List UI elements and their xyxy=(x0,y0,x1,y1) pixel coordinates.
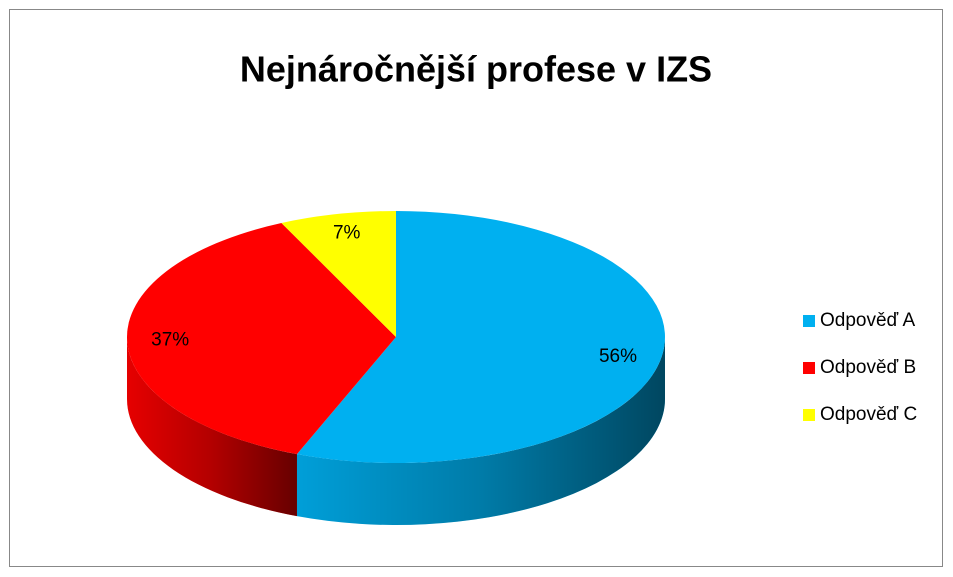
legend-label: Odpověď C xyxy=(820,404,917,425)
legend: Odpověď A Odpověď B Odpověď C xyxy=(803,310,917,425)
legend-label: Odpověď A xyxy=(820,310,915,331)
chart-title: Nejnáročnější profese v IZS xyxy=(240,49,712,90)
data-label: 56% xyxy=(599,346,637,367)
legend-swatch xyxy=(803,362,815,374)
data-label: 37% xyxy=(151,329,189,350)
legend-swatch xyxy=(803,315,815,327)
slice-side-shade xyxy=(296,337,665,526)
slice xyxy=(296,211,665,463)
legend-label: Odpověď B xyxy=(820,357,916,378)
slice-side-shade xyxy=(127,337,297,517)
pie: 56% 37% 7% xyxy=(127,211,665,526)
legend-swatch xyxy=(803,409,815,421)
slice xyxy=(127,222,396,455)
data-label: 7% xyxy=(333,223,361,244)
slice xyxy=(281,211,396,337)
